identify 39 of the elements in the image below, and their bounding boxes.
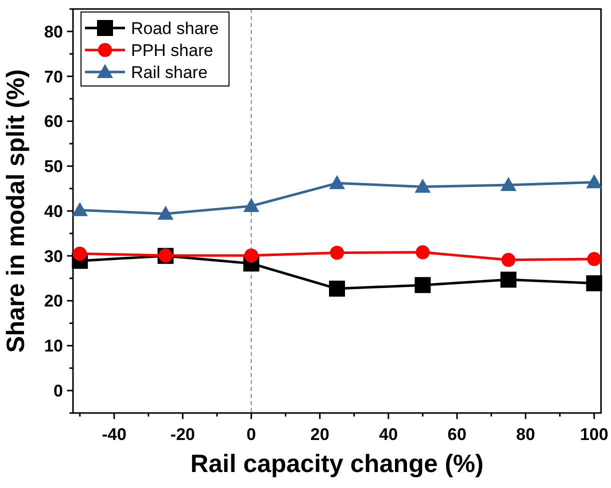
- x-tick-label: 80: [516, 425, 536, 444]
- y-axis-title: Share in modal split (%): [2, 69, 30, 353]
- y-tick-label: 50: [44, 157, 63, 176]
- y-tick-label: 60: [44, 112, 63, 132]
- point: [416, 245, 430, 260]
- y-tick-label: 70: [44, 67, 63, 86]
- y-tick-label: 10: [44, 336, 63, 356]
- legend-label: PPH share: [131, 40, 214, 60]
- point: [243, 198, 260, 212]
- x-tick-label: 0: [246, 425, 256, 444]
- legend-label: Rail share: [131, 62, 208, 82]
- x-tick-label: 20: [310, 425, 330, 444]
- x-tick-label: -20: [170, 425, 196, 444]
- x-tick-label: -40: [102, 425, 126, 444]
- point: [500, 176, 516, 191]
- point: [414, 178, 431, 193]
- y-tick-label: 30: [44, 246, 63, 266]
- x-tick-label: 100: [580, 425, 608, 444]
- y-tick-label: 40: [44, 202, 63, 221]
- x-axis-title: Rail capacity change (%): [190, 450, 484, 478]
- x-tick-label: 60: [448, 425, 466, 444]
- point: [72, 246, 87, 261]
- x-tick-label: 40: [378, 425, 398, 444]
- point: [244, 248, 258, 262]
- point: [72, 202, 88, 216]
- point: [329, 280, 345, 297]
- y-tick-label: 0: [54, 382, 63, 401]
- point: [414, 277, 431, 294]
- legend-label: Road share: [131, 18, 219, 38]
- point: [330, 246, 344, 260]
- point: [501, 252, 516, 267]
- point: [500, 272, 516, 288]
- point: [329, 175, 345, 190]
- y-tick-label: 80: [44, 22, 63, 42]
- y-tick-label: 20: [44, 292, 63, 311]
- point: [587, 252, 602, 266]
- point: [158, 206, 174, 220]
- point: [586, 275, 602, 292]
- point: [586, 174, 602, 188]
